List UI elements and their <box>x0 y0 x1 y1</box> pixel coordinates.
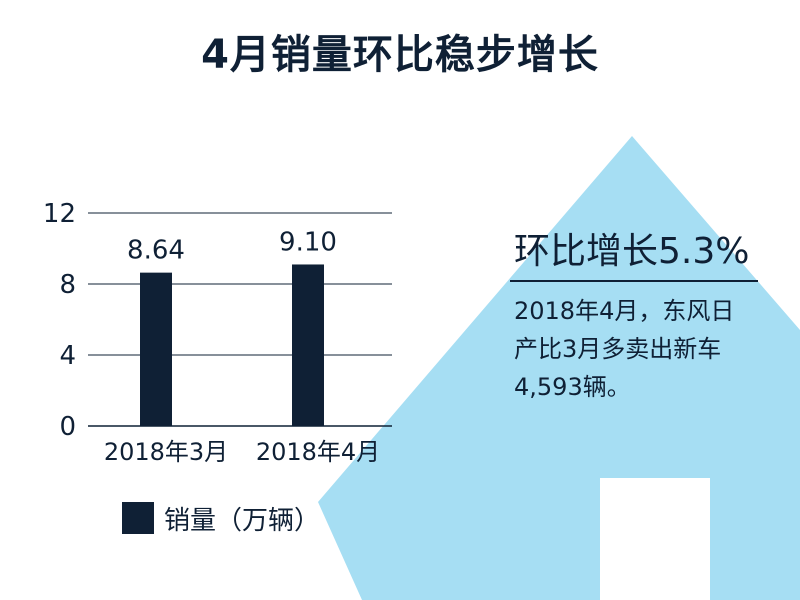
legend-swatch <box>122 502 154 534</box>
y-tick-label: 8 <box>59 270 76 300</box>
divider-line <box>510 280 758 282</box>
bar <box>140 272 172 426</box>
y-tick-label: 0 <box>59 412 76 442</box>
y-tick-label: 4 <box>59 341 76 371</box>
legend-label: 销量（万辆） <box>164 505 321 536</box>
arrow-shape <box>318 136 800 600</box>
bar-value-label: 9.10 <box>279 227 337 257</box>
description-text: 2018年4月，东风日产比3月多卖出新车4,593辆。 <box>514 297 735 401</box>
x-tick-label: 2018年4月 <box>256 438 380 466</box>
page-title: 4月销量环比稳步增长 <box>201 32 599 78</box>
growth-highlight: 环比增长5.3% <box>514 231 750 272</box>
x-tick-label: 2018年3月 <box>104 438 228 466</box>
chart-legend: 销量（万辆） <box>122 500 320 536</box>
bar <box>292 264 324 426</box>
bar-value-label: 8.64 <box>127 236 185 266</box>
y-tick-label: 12 <box>43 199 76 229</box>
